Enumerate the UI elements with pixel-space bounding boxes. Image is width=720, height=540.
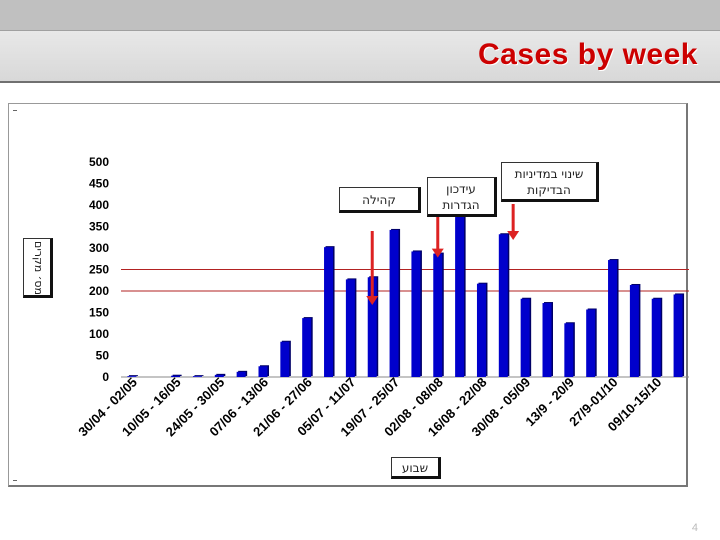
y-tick-label: 300 — [89, 241, 109, 255]
annotation-arrows — [366, 203, 520, 305]
y-axis-label: מס׳ מקרים — [32, 241, 45, 295]
bar — [433, 253, 443, 377]
annotation-testing-policy-line2: הבדיקות — [527, 183, 571, 197]
annotation-community: קהילה — [339, 187, 421, 213]
annotation-testing-policy-line1: שינוי במדיניות — [514, 167, 584, 181]
bar-shadow — [128, 375, 138, 376]
bar — [389, 229, 399, 377]
y-axis-label-box: מס׳ מקרים — [23, 238, 53, 298]
annotation-arrow-head — [431, 248, 444, 258]
x-axis-label: שבוע — [401, 461, 429, 475]
annotation-arrow-head — [507, 231, 520, 240]
bar — [367, 277, 377, 377]
y-tick-label: 450 — [89, 177, 109, 191]
bar-shadow — [194, 375, 204, 376]
bar — [564, 323, 574, 377]
y-tick-labels: 0 50 100 150 200 250 300 350 400 450 500 — [89, 155, 109, 384]
annotation-arrow-head — [366, 296, 379, 305]
bar — [586, 309, 596, 377]
title-bar: Cases by week — [0, 0, 720, 83]
bar — [673, 294, 683, 377]
gridlines — [121, 269, 689, 378]
chart-frame: 0 50 100 150 200 250 300 350 400 450 500 30/04 - 0… — [8, 103, 689, 487]
bar — [476, 283, 486, 377]
bar — [651, 298, 661, 377]
y-tick-label: 100 — [89, 327, 109, 341]
bar — [127, 376, 137, 377]
bar — [542, 303, 552, 377]
y-tick-label: 50 — [96, 349, 110, 363]
slide-title: Cases by week — [478, 38, 698, 71]
page-number: 4 — [691, 522, 698, 534]
bars — [127, 216, 685, 377]
annotation-testing-policy: שינוי במדיניות הבדיקות — [501, 162, 599, 202]
y-tick-label: 150 — [89, 306, 109, 320]
annotation-definitions-line2: הגדרות — [442, 198, 480, 212]
bar-chart: 0 50 100 150 200 250 300 350 400 450 500 30/04 - 0… — [75, 155, 689, 440]
annotation-community-text: קהילה — [362, 193, 396, 207]
bar — [171, 375, 181, 377]
bar — [411, 251, 421, 377]
bar — [236, 371, 246, 377]
header-title-band — [0, 30, 720, 83]
annotation-definitions-line1: עידכון — [446, 182, 476, 196]
y-tick-label: 0 — [102, 370, 109, 384]
x-axis-label-box: שבוע — [391, 457, 441, 479]
header-top-band — [0, 0, 720, 30]
frame-corner-mark — [13, 480, 17, 481]
frame-corner-mark — [13, 110, 17, 111]
y-tick-label: 350 — [89, 220, 109, 234]
annotation-definitions: עידכון הגדרות — [427, 177, 497, 217]
bar — [258, 366, 268, 377]
bar — [192, 376, 202, 377]
bar — [520, 298, 530, 377]
bar — [608, 260, 618, 377]
bar — [280, 341, 290, 377]
y-tick-label: 200 — [89, 284, 109, 298]
y-tick-label: 400 — [89, 198, 109, 212]
bar — [498, 234, 508, 377]
bar — [455, 217, 465, 377]
bar-shadow — [172, 374, 182, 376]
y-tick-label: 500 — [89, 155, 109, 169]
bar — [324, 247, 334, 377]
y-tick-label: 250 — [89, 263, 109, 277]
bar — [345, 279, 355, 377]
bar — [629, 284, 639, 377]
bar — [214, 374, 224, 377]
bar — [302, 318, 312, 377]
